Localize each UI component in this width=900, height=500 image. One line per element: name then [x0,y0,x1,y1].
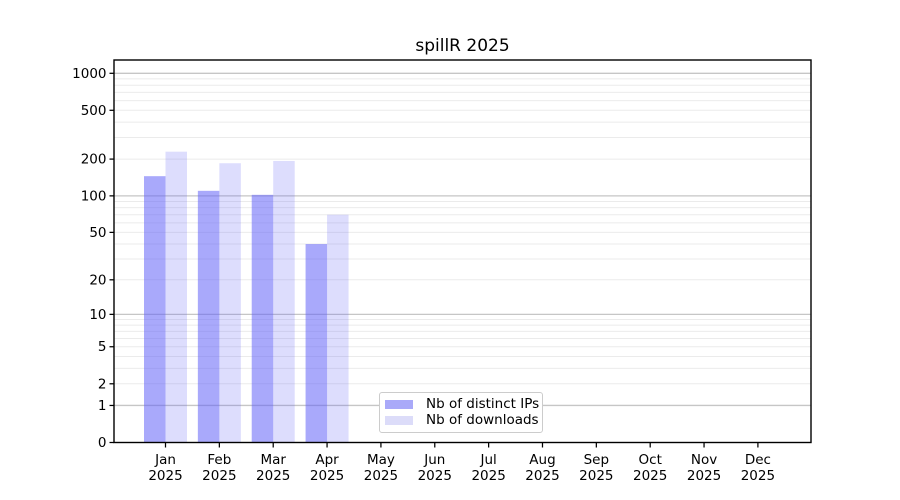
y-tick-label: 500 [81,103,107,119]
x-tick-label-year: 2025 [310,468,344,484]
x-tick-label-year: 2025 [364,468,398,484]
x-tick-label-month: Apr [315,452,339,468]
x-tick-label-month: Feb [207,452,231,468]
x-tick-label-year: 2025 [418,468,452,484]
y-tick-label: 50 [89,225,106,241]
x-tick-label-month: Sep [584,452,609,468]
x-tick-label-year: 2025 [256,468,290,484]
y-tick-label: 10 [89,307,106,323]
x-tick-label-month: Oct [639,452,662,468]
legend-item-downloads: Nb of downloads [385,411,539,428]
y-tick-label: 2 [98,376,107,392]
x-tick-label-month: Aug [529,452,555,468]
bar-distinct-ips-apr [305,244,328,443]
y-tick-label: 5 [98,339,107,355]
legend-swatch-distinct-ips [385,399,413,410]
x-tick-label-month: Dec [745,452,771,468]
y-tick-label: 100 [81,188,107,204]
x-tick-label-year: 2025 [202,468,236,484]
x-tick-label-month: Jul [479,452,496,468]
x-tick-label-year: 2025 [471,468,505,484]
y-tick-label: 20 [89,272,106,288]
bar-downloads-mar [273,160,295,443]
legend-label-distinct-ips: Nb of distinct IPs [426,395,540,412]
legend-swatch-downloads [385,415,413,426]
x-tick-label-month: Jan [154,452,176,468]
x-tick-label-year: 2025 [687,468,721,484]
x-tick-label-month: Jun [423,452,445,468]
x-tick-label-year: 2025 [148,468,182,484]
x-tick-label-year: 2025 [579,468,613,484]
x-tick-label-year: 2025 [633,468,667,484]
bar-distinct-ips-jan [144,176,166,443]
bar-downloads-jan [165,151,187,443]
x-tick-label-month: Mar [260,452,286,468]
x-tick-label-month: Nov [691,452,717,468]
y-tick-label: 0 [98,435,107,451]
bar-downloads-feb [219,163,241,443]
legend-label-downloads: Nb of downloads [426,411,539,428]
bar-distinct-ips-mar [251,194,274,443]
x-tick-label-year: 2025 [741,468,775,484]
legend: Nb of distinct IPs Nb of downloads [379,392,543,433]
bar-downloads-apr [327,214,349,443]
chart-title: spillR 2025 [415,36,510,56]
y-tick-label: 1000 [72,66,106,82]
legend-item-distinct-ips: Nb of distinct IPs [385,395,540,412]
axes-frame [113,59,812,444]
y-tick-label: 1 [98,398,107,414]
bar-distinct-ips-feb [197,190,220,443]
x-tick-label-year: 2025 [525,468,559,484]
y-tick-label: 200 [81,152,107,168]
x-tick-label-month: May [367,452,395,468]
